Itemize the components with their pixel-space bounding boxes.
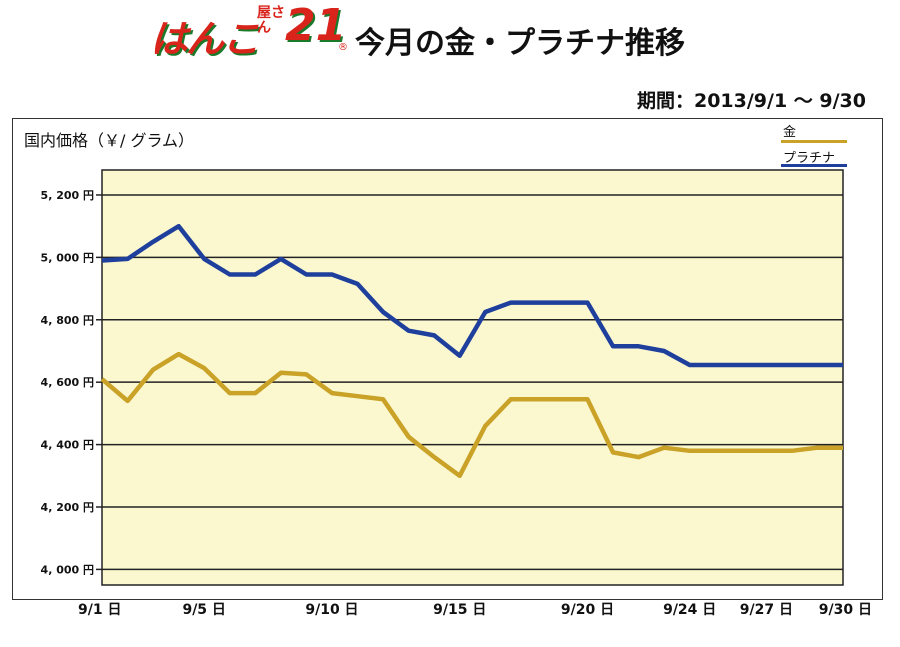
y-tick-label-4800: 4, 800 円	[41, 314, 94, 327]
page-title: 今月の金・プラチナ推移	[355, 26, 685, 61]
x-tick-label-15: 9/15 日	[433, 602, 486, 618]
x-tick-label-5: 9/5 日	[182, 602, 225, 618]
y-tick-label-5200: 5, 200 円	[41, 189, 94, 202]
y-tick-label-4200: 4, 200 円	[41, 501, 94, 514]
chart-frame	[12, 118, 883, 600]
legend-platinum-swatch	[781, 164, 847, 167]
legend-gold-label: 金	[783, 125, 797, 140]
y-tick-label-5000: 5, 000 円	[41, 251, 94, 264]
series-line-platinum	[101, 223, 843, 368]
y-tick-label-4600: 4, 600 円	[41, 376, 94, 389]
plot-area	[101, 169, 844, 586]
brand-logo: はんこ	[150, 17, 260, 61]
legend-platinum-label: プラチナ	[783, 151, 836, 166]
y-axis-label: 国内価格（￥/ グラム）	[24, 131, 194, 150]
brand-logo-number: 21	[285, 0, 347, 51]
y-tick-label-4400: 4, 400 円	[41, 439, 94, 452]
series-line-gold	[100, 351, 843, 479]
legend-gold-swatch	[781, 140, 847, 143]
x-tick-label-20: 9/20 日	[561, 602, 614, 618]
registered-mark: ®	[338, 42, 348, 53]
x-tick-label-1: 9/1 日	[78, 602, 121, 618]
x-tick-label-10: 9/10 日	[305, 602, 358, 618]
x-tick-label-30: 9/30 日	[819, 602, 872, 618]
x-tick-label-24: 9/24 日	[663, 602, 716, 618]
x-tick-label-27: 9/27 日	[740, 602, 793, 618]
header: はんこ 屋さん 21 ® 今月の金・プラチナ推移	[0, 0, 900, 72]
brand-logo-small: 屋さん	[257, 5, 285, 36]
period-label: 期間：2013/9/1 〜 9/30	[636, 90, 866, 112]
y-tick-label-4000: 4, 000 円	[41, 563, 94, 576]
